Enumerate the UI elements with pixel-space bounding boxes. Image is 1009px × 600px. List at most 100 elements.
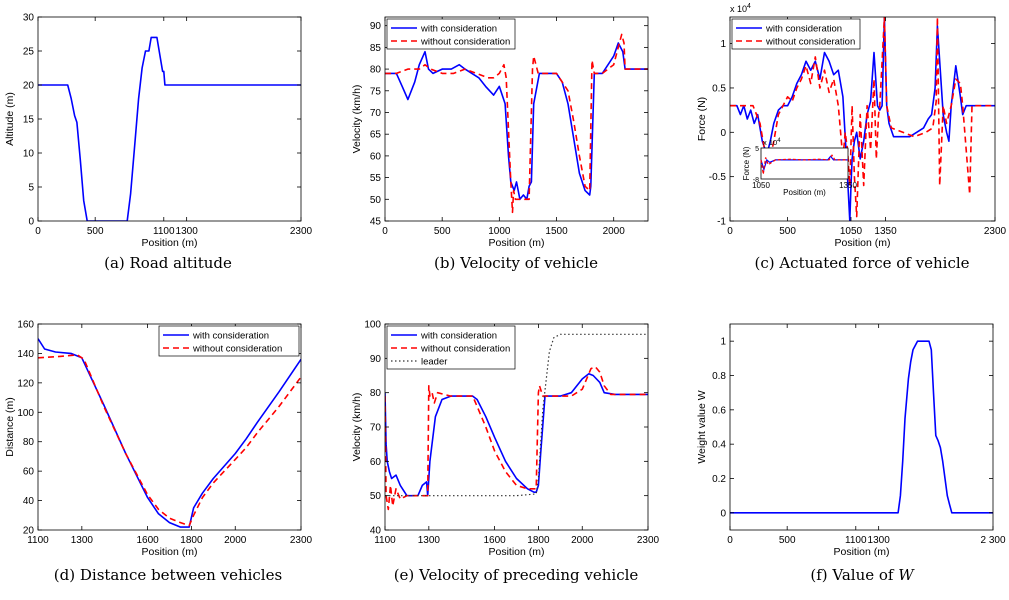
- x-tick-label: 1800: [527, 535, 550, 546]
- x-tick-label: 1100: [845, 535, 867, 546]
- legend-entry: without consideration: [192, 344, 282, 355]
- y-tick-label: -1: [717, 217, 726, 228]
- axes-box: [37, 323, 302, 531]
- inset-exponent-value: 4: [777, 138, 781, 144]
- y-tick-label: 40: [370, 526, 382, 537]
- x-tick-label: 1600: [483, 535, 506, 546]
- axes-box: [37, 16, 302, 222]
- y-tick-label: 85: [370, 43, 382, 54]
- x-axis-label: Position (m): [141, 237, 197, 249]
- x-axis-label: Position (m): [833, 546, 889, 558]
- exponent-label: x 104: [730, 3, 751, 14]
- legend: with consideration without consideration: [158, 325, 300, 357]
- y-tick-label: 80: [370, 65, 382, 76]
- legend-entry: with consideration: [192, 331, 269, 342]
- x-tick-label: 500: [779, 535, 796, 546]
- legend: with consideration without consideration: [386, 18, 516, 50]
- x-tick-label: 1800: [180, 535, 203, 546]
- y-axis-label: Velocity (km/h): [351, 85, 363, 154]
- y-tick-label: 160: [17, 320, 34, 331]
- inset-chart: 1050 1350 -8 5 x 104 Position (m) Force (N): [742, 138, 857, 197]
- inset-x-tick-label: 1050: [752, 181, 770, 190]
- x-axis-label: Position (m): [834, 237, 890, 249]
- y-tick-label: 0.4: [712, 440, 726, 451]
- y-tick-label: 120: [17, 378, 34, 389]
- y-tick-label: 90: [370, 354, 382, 365]
- x-tick-label: 1050: [840, 226, 863, 237]
- x-tick-label: 500: [779, 226, 796, 237]
- y-tick-label: 20: [23, 526, 35, 537]
- series-line-with-consideration: [385, 42, 648, 201]
- legend-entry: with consideration: [420, 24, 497, 35]
- legend-entry: without consideration: [765, 37, 855, 48]
- y-tick-label: 25: [23, 47, 35, 58]
- y-tick-label: 65: [370, 130, 382, 141]
- inset-x-axis-label: Position (m): [783, 188, 826, 197]
- exponent-value: 4: [747, 3, 751, 10]
- series-line-leader: [385, 333, 648, 497]
- y-tick-label: 30: [23, 13, 35, 24]
- x-tick-label: 1100: [153, 226, 175, 237]
- y-axis-label: Weight value W: [696, 390, 708, 463]
- y-tick-label: 1: [720, 39, 726, 50]
- y-tick-label: 55: [370, 173, 382, 184]
- y-tick-label: 0: [720, 508, 726, 519]
- y-tick-label: 1: [720, 337, 726, 348]
- x-tick-label: 1600: [136, 535, 159, 546]
- series-line-with-consideration: [730, 17, 995, 221]
- y-tick-label: 0.8: [712, 371, 726, 382]
- y-tick-label: 140: [17, 349, 34, 360]
- x-tick-label: 2000: [603, 226, 626, 237]
- x-tick-label: 2 300: [980, 535, 1005, 546]
- x-tick-label: 0: [727, 535, 733, 546]
- y-tick-label: 50: [370, 491, 382, 502]
- inset-y-axis-label: Force (N): [742, 146, 751, 180]
- legend-box: [158, 325, 300, 357]
- y-axis-label: Altitude (m): [4, 92, 16, 146]
- panel-caption: (b) Velocity of vehicle: [434, 254, 598, 272]
- y-tick-label: 45: [370, 217, 382, 228]
- legend: with consideration without consideration l…: [386, 325, 516, 370]
- x-tick-label: 2000: [571, 535, 594, 546]
- axes-box: [384, 16, 649, 222]
- y-tick-label: 10: [23, 149, 35, 160]
- panel-caption: (d) Distance between vehicles: [54, 566, 282, 584]
- x-tick-label: 1300: [71, 535, 94, 546]
- x-tick-label: 1350: [874, 226, 897, 237]
- legend-box: [386, 18, 516, 50]
- series-line-without-consideration: [38, 354, 301, 527]
- panel-caption: (f) Value of W: [810, 566, 915, 584]
- y-tick-label: 20: [23, 81, 35, 92]
- y-tick-label: 0.2: [712, 474, 726, 485]
- y-tick-label: 0: [720, 128, 726, 139]
- x-tick-label: 0: [727, 226, 733, 237]
- chart-panel-c: 0 500 1050 1350 2300 -1 -0.5 0 0.5 1 x 104 Position…: [696, 3, 1007, 272]
- y-tick-label: 80: [23, 437, 35, 448]
- y-tick-label: 0.5: [712, 83, 726, 94]
- x-tick-label: 1100: [27, 535, 49, 546]
- x-tick-label: 500: [87, 226, 104, 237]
- legend: with consideration without consideration: [731, 18, 861, 50]
- series-line-series-1: [730, 340, 993, 514]
- inset-y-tick-label: -8: [753, 177, 759, 184]
- x-tick-label: 0: [35, 226, 41, 237]
- legend-entry: leader: [421, 357, 447, 368]
- y-tick-label: -0.5: [709, 172, 727, 183]
- y-tick-label: 90: [370, 21, 382, 32]
- legend-entry: without consideration: [420, 37, 510, 48]
- x-tick-label: 1000: [488, 226, 511, 237]
- series-line-without-consideration: [385, 33, 648, 214]
- x-tick-label: 2300: [637, 535, 660, 546]
- y-tick-label: 60: [23, 467, 35, 478]
- x-axis-label: Position (m): [488, 237, 544, 249]
- y-tick-label: 50: [370, 195, 382, 206]
- x-tick-label: 1300: [418, 535, 441, 546]
- chart-panel-a: 0 500 1100 1300 2300 0 5 10 15 20 25 30 Position (m)…: [4, 13, 313, 273]
- y-tick-label: 40: [23, 496, 35, 507]
- inset-x-tick-label: 1350: [839, 181, 857, 190]
- series-line-with-consideration: [38, 338, 301, 528]
- y-tick-label: 15: [23, 115, 35, 126]
- y-tick-label: 70: [370, 108, 382, 119]
- legend-entry: with consideration: [765, 24, 842, 35]
- legend-entry: without consideration: [420, 344, 510, 355]
